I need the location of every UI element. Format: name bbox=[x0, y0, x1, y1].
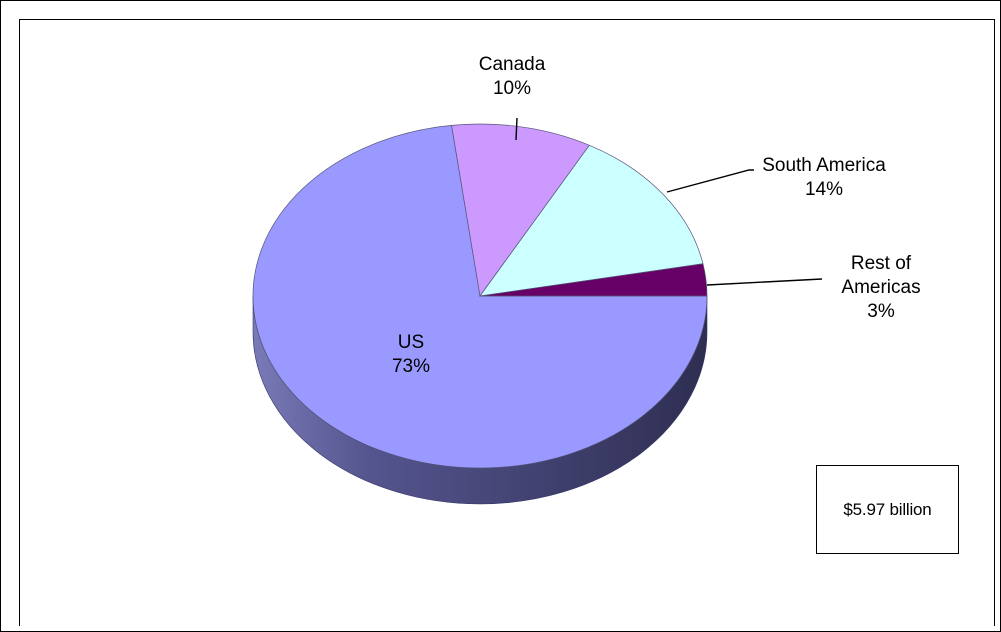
leader-line-canada bbox=[515, 117, 518, 141]
leader-lines bbox=[515, 117, 823, 286]
data-label-rest-of-americas: Rest of Americas 3% bbox=[841, 253, 920, 322]
data-label-canada: Canada 10% bbox=[479, 54, 546, 99]
total-annotation-text: $5.97 billion bbox=[843, 499, 932, 519]
pie-slices bbox=[252, 123, 708, 469]
data-label-south-america: South America 14% bbox=[762, 155, 886, 200]
leader-line-south-america bbox=[666, 169, 754, 193]
total-annotation-box: $5.97 billion bbox=[816, 465, 959, 554]
pie-slice-south-america bbox=[479, 144, 704, 297]
data-label-us: US 73% bbox=[392, 332, 430, 377]
data-labels: US 73% Canada 10% South America 14% Rest of Ame… bbox=[392, 54, 921, 377]
leader-line-rest-of-americas bbox=[706, 278, 823, 286]
pie-slice-canada bbox=[451, 123, 590, 297]
pie-slice-rest-of-americas bbox=[479, 263, 708, 297]
pie-slice-us bbox=[252, 124, 708, 469]
